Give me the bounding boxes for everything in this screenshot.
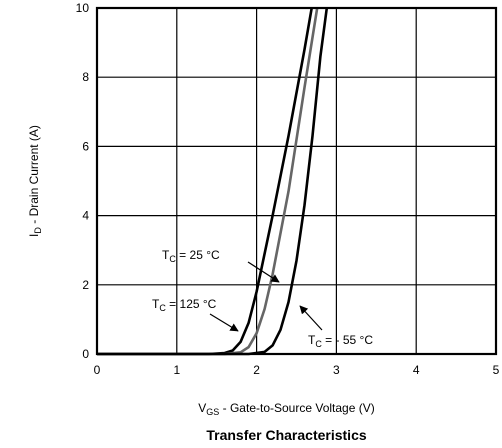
y-tick-label: 10 [76,1,90,15]
series-label-1: TC = 25 °C [162,248,220,264]
x-tick-label: 5 [493,363,500,377]
x-tick-label: 0 [94,363,101,377]
annotation-arrow-0 [209,313,239,332]
y-tick-labels: 0 2 4 6 8 10 [76,1,90,361]
y-tick-label: 0 [82,347,89,361]
y-tick-label: 2 [82,278,89,292]
annotation-arrow-2 [299,305,323,331]
y-tick-label: 8 [82,70,89,84]
annotation-arrow-1 [247,261,280,283]
series-label-0: TC = 125 °C [152,297,217,313]
series-line-2 [97,7,329,356]
plot-frame [95,6,498,356]
y-tick-label: 6 [82,139,89,153]
series-label-2: TC = - 55 °C [308,333,373,349]
annotations: TC = 25 °C TC = 125 °C TC = - 55 °C [152,248,373,349]
x-tick-labels: 0 1 2 3 4 5 [94,363,500,377]
x-axis-label: VGS - Gate-to-Source Voltage (V) [198,401,374,417]
chart-title: Transfer Characteristics [206,427,367,443]
y-tick-label: 4 [82,209,89,223]
y-axis-label: ID - Drain Current (A) [27,125,43,237]
x-tick-label: 4 [413,363,420,377]
x-tick-label: 1 [173,363,180,377]
x-tick-label: 2 [253,363,260,377]
x-tick-label: 3 [333,363,340,377]
